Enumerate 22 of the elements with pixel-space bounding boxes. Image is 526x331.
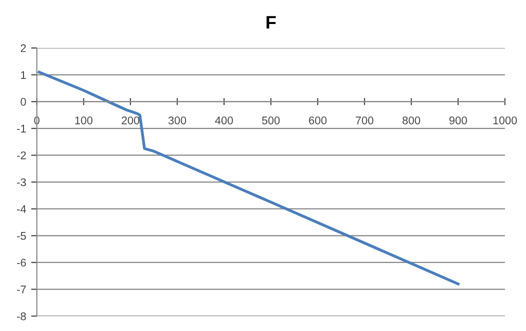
- x-tick-label: 1000: [493, 116, 517, 124]
- y-tick-label: -5: [17, 232, 26, 240]
- x-tick-label: 800: [402, 116, 420, 124]
- y-tick-label: 2: [20, 44, 26, 52]
- x-tick-label: 900: [449, 116, 467, 124]
- y-tick-label: -1: [17, 124, 26, 132]
- y-tick-label: -8: [17, 312, 26, 320]
- x-tick-label: 100: [75, 116, 92, 124]
- y-tick-label: -7: [17, 286, 26, 294]
- y-tick-label: -4: [17, 205, 26, 213]
- y-tick-label: -2: [17, 152, 26, 160]
- y-tick-label: -6: [17, 258, 26, 267]
- chart-title: F: [266, 16, 276, 29]
- x-tick-label: 600: [309, 116, 327, 124]
- y-tick-label: 1: [21, 71, 26, 79]
- y-tick-label: 0: [20, 98, 26, 106]
- x-tick-label: 500: [262, 116, 280, 124]
- x-tick-label: 700: [356, 116, 374, 124]
- x-tick-label: 400: [215, 116, 233, 124]
- x-tick-label: 200: [122, 116, 140, 124]
- y-tick-label: -3: [17, 178, 26, 186]
- x-tick-label: 300: [168, 116, 186, 124]
